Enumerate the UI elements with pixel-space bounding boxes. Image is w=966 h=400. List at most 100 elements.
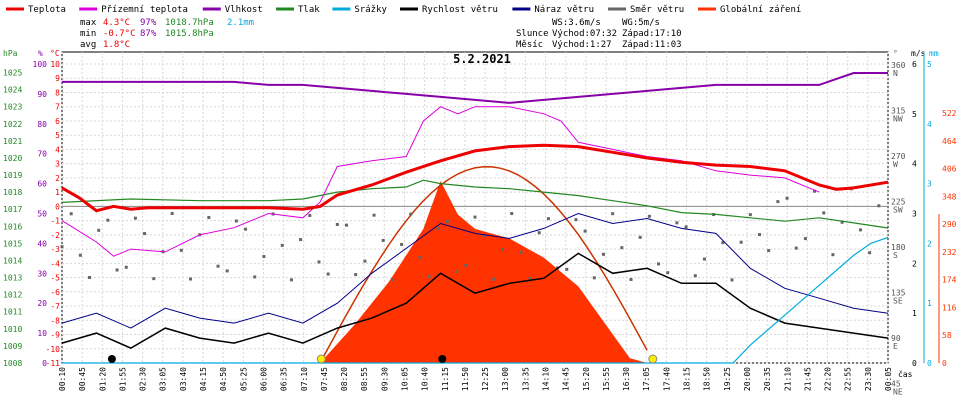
pct-tick-label: 0 (42, 359, 47, 368)
x-tick-label: 01:55 (118, 367, 127, 391)
wind-direction-dot (592, 276, 596, 280)
info-ws: WS:3.6m/s (552, 18, 601, 28)
wind-direction-dot (115, 268, 119, 272)
x-tick-label: 20:00 (743, 367, 752, 391)
x-tick-label: 19:25 (723, 367, 732, 391)
wind-direction-dot (647, 214, 651, 218)
wind-direction-dot (335, 222, 339, 226)
wind-direction-dot (106, 218, 110, 222)
wind-direction-dot (78, 253, 82, 257)
x-tick-label: 05:25 (239, 367, 248, 391)
x-tick-label: 17:05 (642, 367, 651, 391)
wind-direction-dot (326, 272, 330, 276)
hpa-tick-label: 1018 (3, 188, 22, 197)
pct-tick-label: 20 (37, 299, 47, 308)
dir-tick-code: SW (893, 206, 903, 215)
legend-label: Globální záření (720, 5, 801, 15)
degc-axis-label: °C (50, 49, 60, 58)
stats-block: max 4.3°C 97% 1018.7hPa 2.1mm min -0.7°C… (80, 18, 254, 50)
stats-max-label: max (80, 18, 97, 28)
hpa-tick-label: 1016 (3, 222, 22, 231)
wm2-tick-label: 348 (942, 192, 957, 201)
ms-tick-label: 2 (912, 259, 917, 268)
moonset-marker (438, 355, 447, 363)
series-wind-gust (61, 212, 889, 329)
wind-direction-dot (501, 247, 505, 251)
degc-tick-label: -4 (50, 259, 60, 268)
degc-tick-label: 2 (55, 174, 60, 183)
dir-tick-code: NE (893, 388, 903, 397)
wind-direction-dot (675, 221, 679, 225)
pct-tick-label: 100 (33, 60, 48, 69)
wind-direction-dot (858, 228, 862, 232)
hpa-tick-label: 1021 (3, 137, 22, 146)
dir-tick-deg: 315 (891, 107, 906, 116)
dir-tick-code: E (893, 342, 898, 351)
x-tick-label: 10:40 (421, 367, 430, 391)
wind-direction-dot (482, 234, 486, 238)
pct-tick-label: 60 (37, 180, 47, 189)
stats-min-hum: 87% (140, 29, 157, 39)
info-block: WS:3.6m/s WG:5m/s Slunce Východ:07:32 Zá… (516, 18, 682, 50)
wind-direction-dot (702, 257, 706, 261)
wind-direction-dot (813, 189, 817, 193)
x-tick-label: 00:45 (78, 367, 87, 391)
series-rain (62, 236, 889, 364)
degc-tick-label: -8 (50, 316, 60, 325)
radiation-theoretical-arc (319, 165, 648, 364)
wind-direction-dot (831, 253, 835, 257)
pct-tick-label: 90 (37, 90, 47, 99)
degc-tick-label: -6 (50, 288, 60, 297)
degc-tick-label: -2 (50, 231, 60, 240)
x-tick-label: 08:20 (340, 367, 349, 391)
x-axis-label: čas (898, 369, 913, 379)
wind-direction-dot (225, 269, 229, 273)
radiation-area (319, 165, 648, 364)
wind-direction-dot (822, 211, 826, 215)
mm-tick-label: 1 (927, 299, 932, 308)
wind-direction-dot (693, 274, 697, 278)
info-moon-rise: Východ:1:27 (552, 40, 612, 50)
hpa-tick-label: 1025 (3, 69, 22, 78)
pct-tick-label: 50 (37, 210, 47, 219)
degc-tick-label: 5 (55, 131, 60, 140)
hpa-tick-label: 1023 (3, 103, 22, 112)
dir-tick-code: S (893, 251, 898, 260)
mm-tick-label: 4 (927, 120, 932, 129)
pct-tick-label: 70 (37, 150, 47, 159)
wind-direction-dot (721, 241, 725, 245)
x-tick-label: 03:40 (179, 367, 188, 391)
stats-min-press: 1015.8hPa (165, 29, 214, 39)
dir-tick-code: N (893, 69, 898, 78)
x-tick-label: 23:30 (864, 367, 873, 391)
dir-tick-code: NW (893, 115, 903, 124)
stats-max-hum: 97% (140, 18, 157, 28)
ms-tick-label: 0 (912, 359, 917, 368)
wind-direction-dot (216, 264, 220, 268)
legend-label: Rychlost větru (422, 5, 498, 15)
legend-label: Tlak (298, 5, 320, 15)
wind-direction-dot (188, 277, 192, 281)
wind-direction-dot (445, 220, 449, 224)
wind-direction-dot (748, 213, 752, 217)
hpa-tick-label: 1019 (3, 171, 22, 180)
markers (107, 354, 658, 364)
x-tick-label: 07:45 (320, 367, 329, 391)
wind-direction-dot (97, 228, 101, 232)
ms-tick-label: 6 (912, 60, 917, 69)
dir-axis-label: ° (893, 49, 898, 58)
wind-direction-dot (390, 278, 394, 282)
degc-tick-label: -7 (50, 302, 60, 311)
hpa-tick-label: 1010 (3, 325, 22, 334)
legend-label: Přízemní teplota (101, 5, 188, 15)
hpa-tick-label: 1013 (3, 274, 22, 283)
wind-direction-dot (528, 276, 532, 280)
x-tick-label: 00:10 (58, 367, 67, 391)
wm2-tick-label: 58 (942, 331, 952, 340)
degc-tick-label: 7 (55, 103, 60, 112)
wind-direction-dot (629, 278, 633, 282)
wm2-tick-label: 174 (942, 276, 957, 285)
x-tick-label: 11:15 (441, 367, 450, 391)
hpa-tick-label: 1020 (3, 154, 22, 163)
